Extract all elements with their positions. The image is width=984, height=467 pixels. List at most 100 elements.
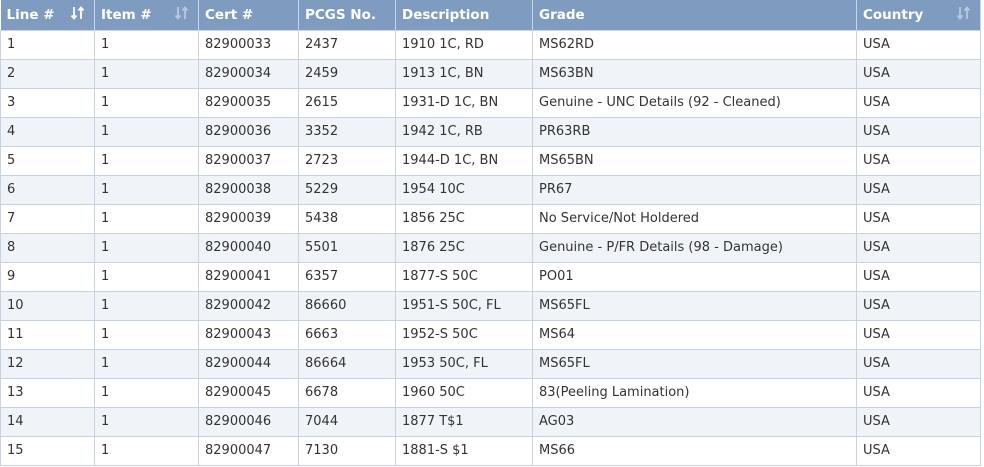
cert-number-cell: 82900034 — [198, 59, 299, 89]
line-number-cell: 7 — [0, 204, 95, 234]
cert-number-cell: 82900047 — [198, 436, 299, 466]
grade-cell: MS66 — [532, 436, 857, 466]
item-number-cell: 1 — [94, 88, 199, 118]
pcgs-number-cell: 5229 — [298, 175, 396, 205]
country-cell: USA — [856, 117, 981, 147]
description-cell: 1913 1C, BN — [395, 59, 533, 89]
cert-number-cell: 82900040 — [198, 233, 299, 263]
column-header-line[interactable]: Line # — [0, 0, 95, 31]
table-row[interactable]: 3 1 82900035 2615 1931-D 1C, BN Genuine - UNC… — [0, 88, 981, 118]
sort-active-icon[interactable] — [70, 4, 86, 22]
table-row[interactable]: 2 1 82900034 2459 1913 1C, BN MS63BN USA — [0, 59, 981, 89]
column-header-grade: Grade — [532, 0, 857, 31]
grade-cell: PR67 — [532, 175, 857, 205]
grade-cell: PO01 — [532, 262, 857, 292]
cert-number-cell: 82900035 — [198, 88, 299, 118]
pcgs-number-cell: 6357 — [298, 262, 396, 292]
table-row[interactable]: 7 1 82900039 5438 1856 25C No Service/Not Hol… — [0, 204, 981, 234]
table-row[interactable]: 13 1 82900045 6678 1960 50C 83(Peeling Lamina… — [0, 378, 981, 408]
column-header-label: Grade — [539, 6, 585, 23]
pcgs-number-cell: 2723 — [298, 146, 396, 176]
description-cell: 1877-S 50C — [395, 262, 533, 292]
line-number-cell: 10 — [0, 291, 95, 321]
item-number-cell: 1 — [94, 320, 199, 350]
item-number-cell: 1 — [94, 407, 199, 437]
grade-cell: MS65FL — [532, 291, 857, 321]
country-cell: USA — [856, 262, 981, 292]
item-number-cell: 1 — [94, 378, 199, 408]
column-header-country[interactable]: Country — [856, 0, 981, 31]
cert-number-cell: 82900038 — [198, 175, 299, 205]
description-cell: 1881-S $1 — [395, 436, 533, 466]
table-row[interactable]: 12 1 82900044 86664 1953 50C, FL MS65FL USA — [0, 349, 981, 379]
line-number-cell: 3 — [0, 88, 95, 118]
description-cell: 1910 1C, RD — [395, 30, 533, 60]
column-header-label: Cert # — [205, 6, 254, 23]
item-number-cell: 1 — [94, 30, 199, 60]
pcgs-number-cell: 6663 — [298, 320, 396, 350]
item-number-cell: 1 — [94, 349, 199, 379]
item-number-cell: 1 — [94, 59, 199, 89]
country-cell: USA — [856, 204, 981, 234]
description-cell: 1953 50C, FL — [395, 349, 533, 379]
grade-cell: MS65FL — [532, 349, 857, 379]
description-cell: 1876 25C — [395, 233, 533, 263]
description-cell: 1931-D 1C, BN — [395, 88, 533, 118]
table-row[interactable]: 15 1 82900047 7130 1881-S $1 MS66 USA — [0, 436, 981, 466]
pcgs-number-cell: 3352 — [298, 117, 396, 147]
pcgs-number-cell: 6678 — [298, 378, 396, 408]
line-number-cell: 14 — [0, 407, 95, 437]
line-number-cell: 1 — [0, 30, 95, 60]
cert-number-cell: 82900036 — [198, 117, 299, 147]
item-number-cell: 1 — [94, 233, 199, 263]
grade-cell: AG03 — [532, 407, 857, 437]
column-header-item[interactable]: Item # — [94, 0, 199, 31]
column-header-description: Description — [395, 0, 533, 31]
table-body: 1 1 82900033 2437 1910 1C, RD MS62RD USA 2 1 8290… — [0, 30, 981, 466]
item-number-cell: 1 — [94, 291, 199, 321]
grade-cell: MS65BN — [532, 146, 857, 176]
country-cell: USA — [856, 146, 981, 176]
table-header: Line # Item # Cert # — [0, 0, 981, 31]
cert-number-cell: 82900039 — [198, 204, 299, 234]
pcgs-number-cell: 2437 — [298, 30, 396, 60]
grade-cell: Genuine - P/FR Details (98 - Damage) — [532, 233, 857, 263]
table-row[interactable]: 10 1 82900042 86660 1951-S 50C, FL MS65FL USA — [0, 291, 981, 321]
table-row[interactable]: 6 1 82900038 5229 1954 10C PR67 USA — [0, 175, 981, 205]
country-cell: USA — [856, 88, 981, 118]
country-cell: USA — [856, 175, 981, 205]
line-number-cell: 6 — [0, 175, 95, 205]
table-row[interactable]: 5 1 82900037 2723 1944-D 1C, BN MS65BN USA — [0, 146, 981, 176]
pcgs-number-cell: 2615 — [298, 88, 396, 118]
cert-number-cell: 82900044 — [198, 349, 299, 379]
table-row[interactable]: 8 1 82900040 5501 1876 25C Genuine - P/FR Det… — [0, 233, 981, 263]
grade-cell: MS63BN — [532, 59, 857, 89]
line-number-cell: 12 — [0, 349, 95, 379]
country-cell: USA — [856, 30, 981, 60]
line-number-cell: 8 — [0, 233, 95, 263]
item-number-cell: 1 — [94, 262, 199, 292]
item-number-cell: 1 — [94, 117, 199, 147]
sort-icon[interactable] — [956, 4, 972, 22]
description-cell: 1952-S 50C — [395, 320, 533, 350]
grade-cell: Genuine - UNC Details (92 - Cleaned) — [532, 88, 857, 118]
pcgs-number-cell: 5501 — [298, 233, 396, 263]
cert-number-cell: 82900037 — [198, 146, 299, 176]
country-cell: USA — [856, 291, 981, 321]
header-row: Line # Item # Cert # — [0, 0, 981, 31]
table-row[interactable]: 9 1 82900041 6357 1877-S 50C PO01 USA — [0, 262, 981, 292]
country-cell: USA — [856, 233, 981, 263]
country-cell: USA — [856, 378, 981, 408]
table-row[interactable]: 1 1 82900033 2437 1910 1C, RD MS62RD USA — [0, 30, 981, 60]
table-row[interactable]: 4 1 82900036 3352 1942 1C, RB PR63RB USA — [0, 117, 981, 147]
table-row[interactable]: 11 1 82900043 6663 1952-S 50C MS64 USA — [0, 320, 981, 350]
grade-cell: No Service/Not Holdered — [532, 204, 857, 234]
pcgs-number-cell: 86660 — [298, 291, 396, 321]
pcgs-number-cell: 5438 — [298, 204, 396, 234]
line-number-cell: 13 — [0, 378, 95, 408]
table-row[interactable]: 14 1 82900046 7044 1877 T$1 AG03 USA — [0, 407, 981, 437]
pcgs-number-cell: 86664 — [298, 349, 396, 379]
sort-icon[interactable] — [174, 4, 190, 22]
line-number-cell: 9 — [0, 262, 95, 292]
